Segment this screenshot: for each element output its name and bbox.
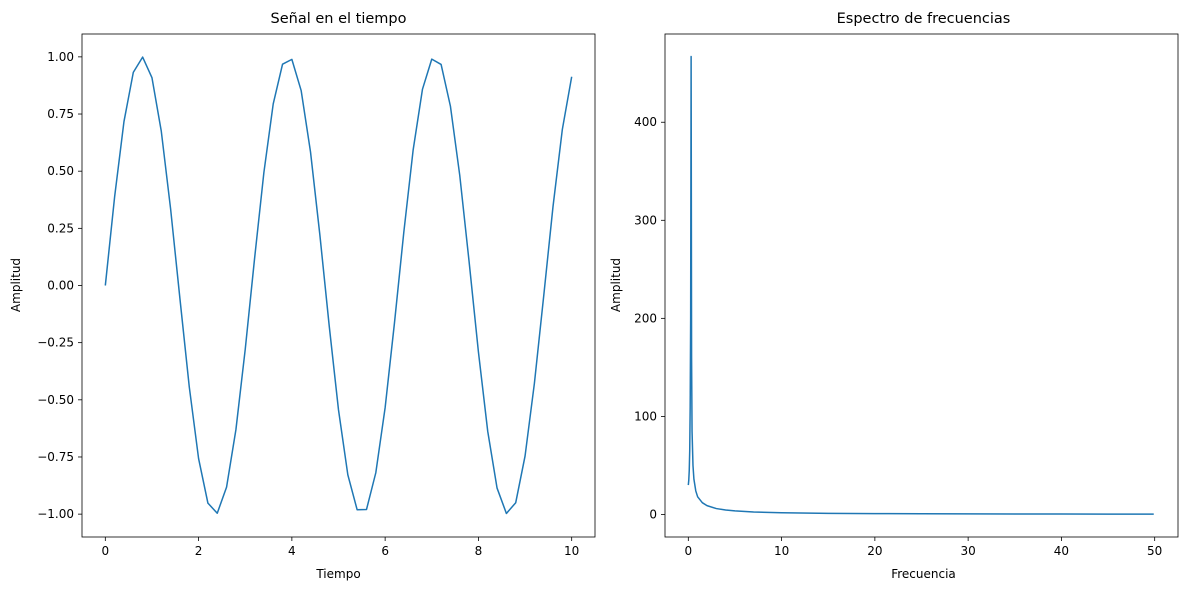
x-tick-label: 20 [867,544,882,558]
x-tick-label: 8 [475,544,483,558]
x-tick-label: 10 [564,544,579,558]
y-axis-label: Amplitud [609,258,623,312]
y-tick-label: 0 [649,507,657,521]
y-tick-label: 400 [634,115,657,129]
y-tick-label: 200 [634,311,657,325]
series-line [104,56,573,515]
y-tick-label: 0.25 [47,221,74,235]
y-tick-label: −0.75 [37,450,74,464]
y-tick-label: 100 [634,409,657,423]
series-line [687,55,1154,515]
x-tick-label: 50 [1147,544,1162,558]
axes-frame [664,33,1179,538]
x-tick-label: 4 [288,544,296,558]
x-tick-label: 10 [774,544,789,558]
x-tick-label: 0 [684,544,692,558]
time-signal-panel: Señal en el tiempo Tiempo Amplitud 0 2 4 6 8… [9,11,596,581]
chart-title: Señal en el tiempo [271,11,407,27]
x-tick-label: 0 [101,544,109,558]
y-tick-label: −0.25 [37,336,74,350]
y-tick-label: 0.00 [47,279,74,293]
x-tick-label: 2 [195,544,203,558]
y-tick-label: 300 [634,213,657,227]
x-tick-label: 40 [1054,544,1069,558]
x-tick-label: 6 [381,544,389,558]
frequency-spectrum-panel: Espectro de frecuencias Frecuencia Ampli… [609,11,1179,581]
y-tick-label: −1.00 [37,507,74,521]
y-axis-label: Amplitud [9,258,23,312]
x-tick-label: 30 [960,544,975,558]
x-axis-label: Frecuencia [891,567,956,581]
y-tick-label: 0.75 [47,107,74,121]
y-tick-label: −0.50 [37,393,74,407]
y-tick-label: 1.00 [47,50,74,64]
x-axis-label: Tiempo [315,567,360,581]
chart-title: Espectro de frecuencias [837,11,1011,27]
y-tick-label: 0.50 [47,164,74,178]
